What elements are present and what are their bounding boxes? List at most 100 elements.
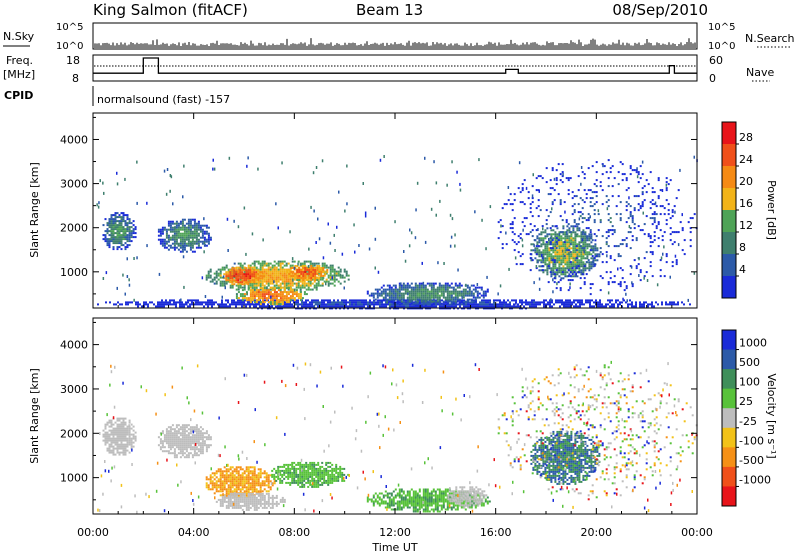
range-cell [179, 246, 182, 249]
range-cell [564, 271, 567, 274]
range-cell [566, 265, 569, 268]
range-cell [259, 303, 262, 306]
range-cell [410, 296, 413, 299]
range-cell [464, 292, 467, 295]
range-cell [317, 272, 320, 275]
range-cell [611, 303, 613, 306]
range-cell [573, 219, 576, 222]
range-cell [181, 240, 184, 243]
range-cell [213, 303, 215, 306]
range-cell [225, 277, 228, 280]
range-cell [372, 296, 375, 299]
range-cell [112, 445, 115, 448]
range-cell [227, 280, 230, 283]
range-cell [116, 417, 119, 420]
range-cell [575, 195, 578, 198]
range-cell [355, 303, 357, 306]
range-cell [241, 289, 244, 292]
range-cell [517, 187, 520, 190]
scatter-cell [322, 256, 325, 260]
range-cell [243, 266, 246, 269]
range-cell [511, 305, 513, 308]
range-cell [295, 303, 297, 306]
scatter-cell [414, 236, 417, 240]
range-cell [114, 447, 117, 450]
range-cell [563, 301, 565, 304]
range-cell [556, 261, 559, 264]
range-cell [580, 235, 583, 238]
range-cell [259, 266, 262, 269]
range-cell [173, 242, 176, 245]
range-cell [412, 290, 415, 293]
range-cell [273, 260, 276, 263]
range-cell [376, 288, 379, 291]
range-cell [458, 302, 461, 305]
range-cell [542, 249, 545, 252]
range-cell [169, 226, 172, 229]
range-cell [185, 436, 188, 439]
range-cell [607, 205, 610, 208]
range-cell [114, 226, 117, 229]
range-cell [661, 301, 663, 304]
range-cell [243, 269, 246, 272]
range-cell [408, 290, 411, 293]
range-cell [253, 269, 256, 272]
range-cell [583, 201, 586, 204]
range-cell [558, 243, 561, 246]
scatter-cell [169, 189, 171, 193]
range-cell [631, 219, 634, 222]
range-cell [235, 301, 237, 304]
range-cell [629, 231, 632, 234]
range-cell [418, 298, 421, 301]
range-cell [408, 286, 411, 289]
range-cell [308, 275, 311, 277]
range-cell [584, 251, 587, 254]
range-cell [122, 451, 125, 454]
range-cell [651, 253, 654, 256]
range-cell [519, 201, 522, 204]
range-cell [549, 193, 552, 196]
range-cell [531, 185, 534, 188]
range-cell [639, 269, 642, 272]
range-cell [269, 301, 272, 304]
range-cell [594, 255, 597, 258]
range-cell [568, 241, 571, 244]
range-cell [564, 243, 567, 246]
range-cell [309, 280, 312, 283]
range-cell [673, 241, 676, 244]
range-cell [197, 246, 200, 249]
range-cell [145, 303, 147, 306]
range-cell [118, 423, 121, 426]
range-cell [560, 243, 563, 246]
scatter-cell [474, 210, 476, 214]
range-cell [267, 301, 270, 304]
range-cell [529, 211, 532, 214]
range-cell [291, 260, 294, 263]
range-cell [562, 247, 565, 250]
range-cell [311, 301, 313, 304]
freq-panel: Freq. [MHz] 18 8 60 0 Nave [3, 54, 774, 85]
range-cell [106, 423, 109, 426]
range-cell [596, 249, 599, 252]
range-cell [376, 292, 379, 295]
range-cell [191, 242, 194, 245]
range-cell [291, 284, 294, 287]
range-cell [339, 282, 342, 285]
scatter-cell [674, 254, 677, 258]
range-cell [163, 246, 166, 249]
range-cell [579, 305, 581, 308]
range-cell [120, 447, 123, 450]
range-cell [108, 224, 111, 227]
range-cell [167, 450, 170, 453]
range-cell [223, 284, 226, 287]
range-cell [564, 245, 567, 248]
range-cell [675, 231, 678, 234]
scatter-cell [364, 211, 367, 215]
range-cell [544, 253, 547, 256]
range-cell [619, 161, 622, 164]
range-cell [269, 299, 272, 302]
range-cell [430, 284, 433, 287]
range-cell [263, 260, 266, 263]
range-cell [251, 289, 254, 292]
range-cell [554, 243, 557, 246]
